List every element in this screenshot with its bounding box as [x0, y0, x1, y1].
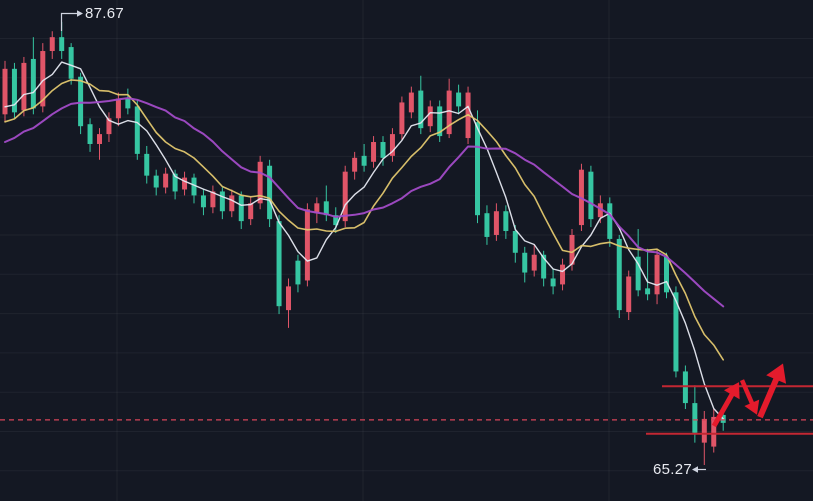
- MA-slow: [4, 97, 725, 308]
- trend-arrow-shaft: [757, 376, 780, 419]
- annotations-layer: [60, 10, 706, 473]
- trend-arrow-head: [744, 399, 760, 415]
- MA-fast: [4, 61, 724, 420]
- trend-arrow-head: [766, 363, 787, 384]
- trend-arrow-shaft: [739, 379, 755, 406]
- forecast-arrows-layer[interactable]: [711, 363, 787, 428]
- low-price-label: 65.27: [653, 461, 693, 478]
- trend-arrow-shaft: [711, 391, 735, 428]
- high-price-label: 87.67: [85, 5, 125, 22]
- MA-mid: [4, 79, 725, 361]
- candles-layer: [2, 21, 726, 465]
- level-lines-layer[interactable]: [0, 385, 813, 435]
- trend-arrow-head: [724, 382, 740, 400]
- ma-lines-layer: [4, 61, 725, 420]
